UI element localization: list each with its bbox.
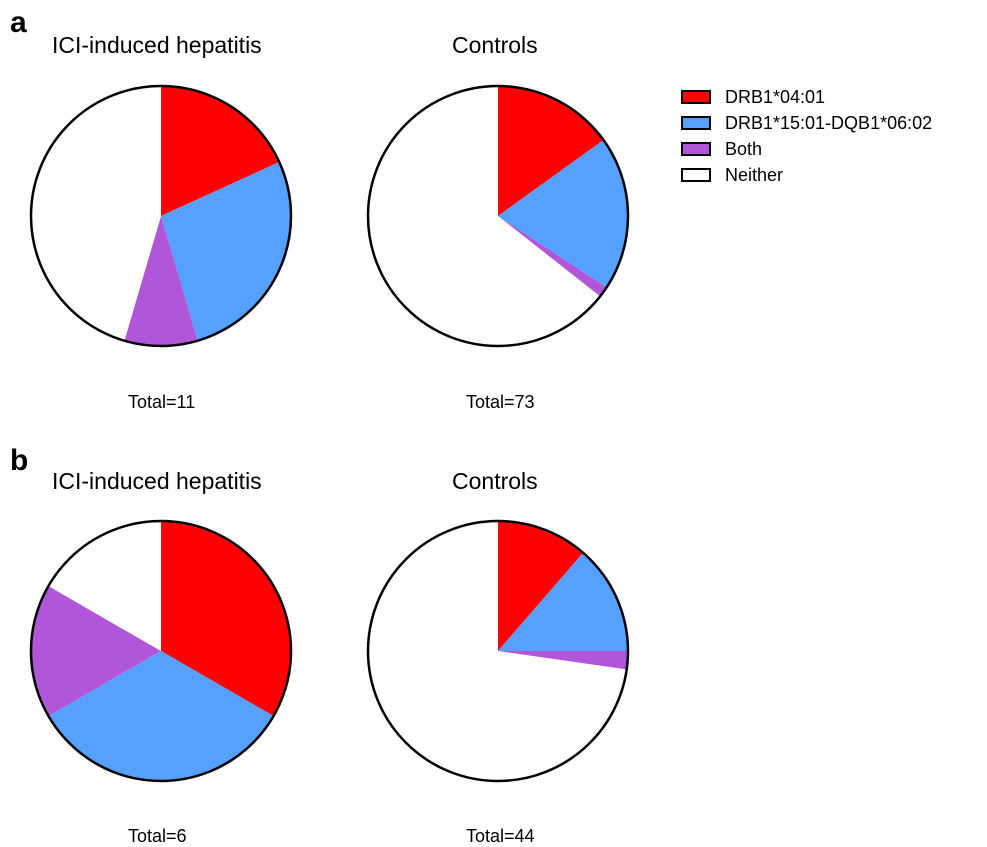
legend: DRB1*04:01 DRB1*15:01-DQB1*06:02 Both Ne… bbox=[681, 84, 932, 188]
pie-slice-both bbox=[498, 216, 607, 297]
pie-title-a-hepatitis: ICI-induced hepatitis bbox=[52, 32, 262, 58]
legend-label: Both bbox=[725, 138, 763, 159]
pie-slice-drb1-1501-dqb1-0602 bbox=[498, 140, 629, 288]
legend-item-drb1-1501-dqb1-0602: DRB1*15:01-DQB1*06:02 bbox=[681, 110, 932, 136]
pie-title-b-controls: Controls bbox=[452, 468, 538, 494]
total-label-a-hepatitis: Total=11 bbox=[128, 392, 196, 412]
pie-slice-drb1-1501-dqb1-0602 bbox=[498, 552, 628, 651]
pie-slice-drb1-0401 bbox=[161, 86, 280, 216]
pie-slice-neither bbox=[31, 86, 162, 341]
pie-title-a-controls: Controls bbox=[452, 32, 538, 58]
pie-chart-b-controls bbox=[366, 519, 630, 783]
panel-label-b: b bbox=[10, 444, 29, 477]
pie-slice-neither bbox=[368, 521, 627, 781]
pie-slice-drb1-1501-dqb1-0602 bbox=[161, 162, 291, 341]
total-label-b-controls: Total=44 bbox=[466, 826, 535, 846]
pie-outline bbox=[29, 84, 293, 348]
total-label-b-hepatitis: Total=6 bbox=[128, 826, 187, 846]
legend-label: DRB1*15:01-DQB1*06:02 bbox=[725, 112, 933, 133]
legend-label: DRB1*04:01 bbox=[725, 86, 826, 107]
pie-outline bbox=[366, 519, 630, 783]
pie-slice-drb1-0401 bbox=[161, 521, 291, 716]
pie-slice-both bbox=[124, 216, 198, 346]
legend-item-neither: Neither bbox=[681, 162, 932, 188]
pie-slice-drb1-0401 bbox=[498, 86, 604, 216]
legend-swatch bbox=[681, 90, 711, 104]
panel-label-a: a bbox=[10, 6, 27, 39]
legend-label: Neither bbox=[725, 164, 784, 185]
pie-outline bbox=[366, 84, 630, 348]
legend-swatch bbox=[681, 142, 711, 156]
pie-slice-drb1-1501-dqb1-0602 bbox=[48, 651, 274, 781]
pie-slice-neither bbox=[367, 86, 601, 347]
pie-outline bbox=[29, 519, 293, 783]
pie-chart-b-hepatitis bbox=[29, 519, 293, 783]
legend-swatch bbox=[681, 116, 711, 130]
total-label-a-controls: Total=73 bbox=[466, 392, 535, 412]
pie-chart-a-controls bbox=[366, 84, 630, 348]
pie-slice-both bbox=[498, 651, 628, 670]
legend-item-both: Both bbox=[681, 136, 932, 162]
pie-chart-a-hepatitis bbox=[29, 84, 293, 348]
legend-item-drb1-0401: DRB1*04:01 bbox=[681, 84, 932, 110]
pie-slice-both bbox=[31, 586, 162, 716]
pie-title-b-hepatitis: ICI-induced hepatitis bbox=[52, 468, 262, 494]
legend-swatch bbox=[681, 168, 711, 182]
pie-slice-drb1-0401 bbox=[498, 521, 584, 651]
